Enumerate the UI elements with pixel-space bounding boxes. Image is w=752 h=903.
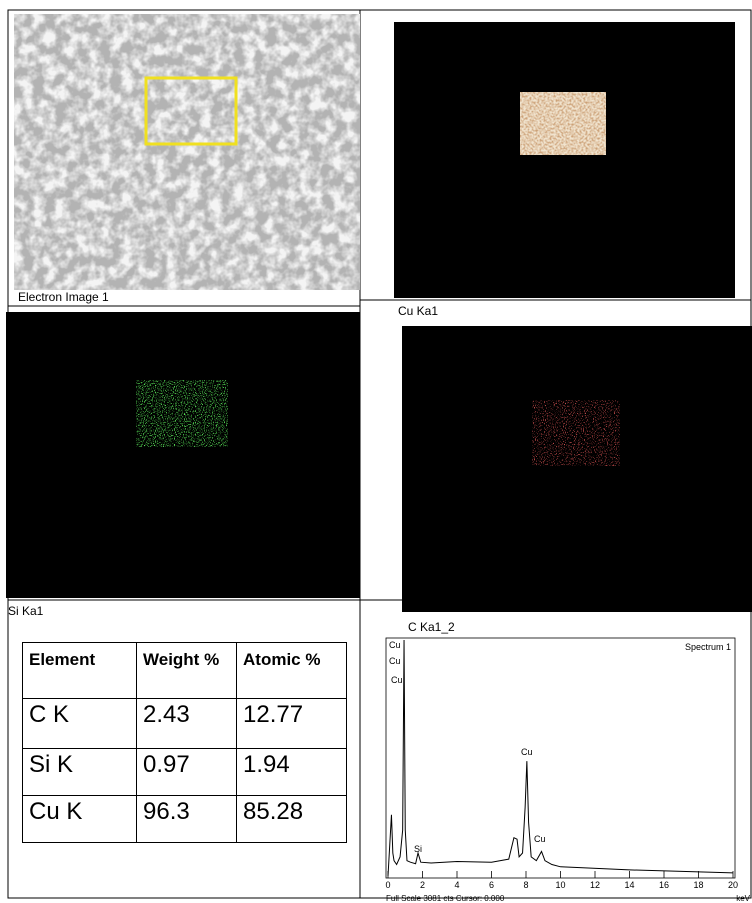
x-tick-label: 18 xyxy=(693,880,703,890)
panel-label: Cu Ka1 xyxy=(398,304,439,318)
x-tick-label: 6 xyxy=(489,880,494,890)
peak-label: Cu xyxy=(389,640,401,650)
si-map xyxy=(6,312,360,598)
peak-label: Cu xyxy=(391,675,403,685)
peak-label: Cu xyxy=(521,747,533,757)
panel-label: Si Ka1 xyxy=(8,604,44,618)
cu-region-texture xyxy=(520,92,606,155)
x-tick-label: 8 xyxy=(523,880,528,890)
x-tick-label: 2 xyxy=(420,880,425,890)
x-tick-label: 10 xyxy=(555,880,565,890)
x-tick-label: 12 xyxy=(590,880,600,890)
table-cell: Si K xyxy=(22,748,137,796)
table-header: Element xyxy=(22,642,137,699)
selection-box xyxy=(144,76,238,146)
table-cell: 12.77 xyxy=(236,698,347,749)
si-region xyxy=(136,380,228,447)
spectrum-footer: Full Scale 3081 cts Cursor: 0.000 xyxy=(386,894,505,903)
table-cell: 85.28 xyxy=(236,795,347,843)
table-header: Weight % xyxy=(136,642,237,699)
c-map xyxy=(402,326,752,612)
table-cell: C K xyxy=(22,698,137,749)
c-region xyxy=(532,400,620,466)
x-tick-label: 4 xyxy=(454,880,459,890)
x-tick-label: 14 xyxy=(624,880,634,890)
table-cell: 1.94 xyxy=(236,748,347,796)
spectrum: Spectrum 1 Full Scale 3081 cts Cursor: 0… xyxy=(385,637,751,903)
spectrum-line xyxy=(387,639,734,877)
table-cell: 2.43 xyxy=(136,698,237,749)
peak-label: Cu xyxy=(534,834,546,844)
spectrum-frame xyxy=(385,637,736,879)
panel-label: C Ka1_2 xyxy=(408,620,455,634)
spectrum-title: Spectrum 1 xyxy=(685,642,731,652)
panel-label: Electron Image 1 xyxy=(18,290,109,304)
peak-label: Cu xyxy=(389,656,401,666)
peak-label: Si xyxy=(414,844,422,854)
x-axis-label: keV xyxy=(736,894,750,903)
table-cell: 96.3 xyxy=(136,795,237,843)
x-tick-label: 0 xyxy=(385,880,390,890)
table-cell: Cu K xyxy=(22,795,137,843)
x-tick-label: 20 xyxy=(728,880,738,890)
table-cell: 0.97 xyxy=(136,748,237,796)
electron-image-texture xyxy=(14,14,360,290)
x-tick-label: 16 xyxy=(659,880,669,890)
cu-map xyxy=(394,22,735,298)
table-header: Atomic % xyxy=(236,642,347,699)
